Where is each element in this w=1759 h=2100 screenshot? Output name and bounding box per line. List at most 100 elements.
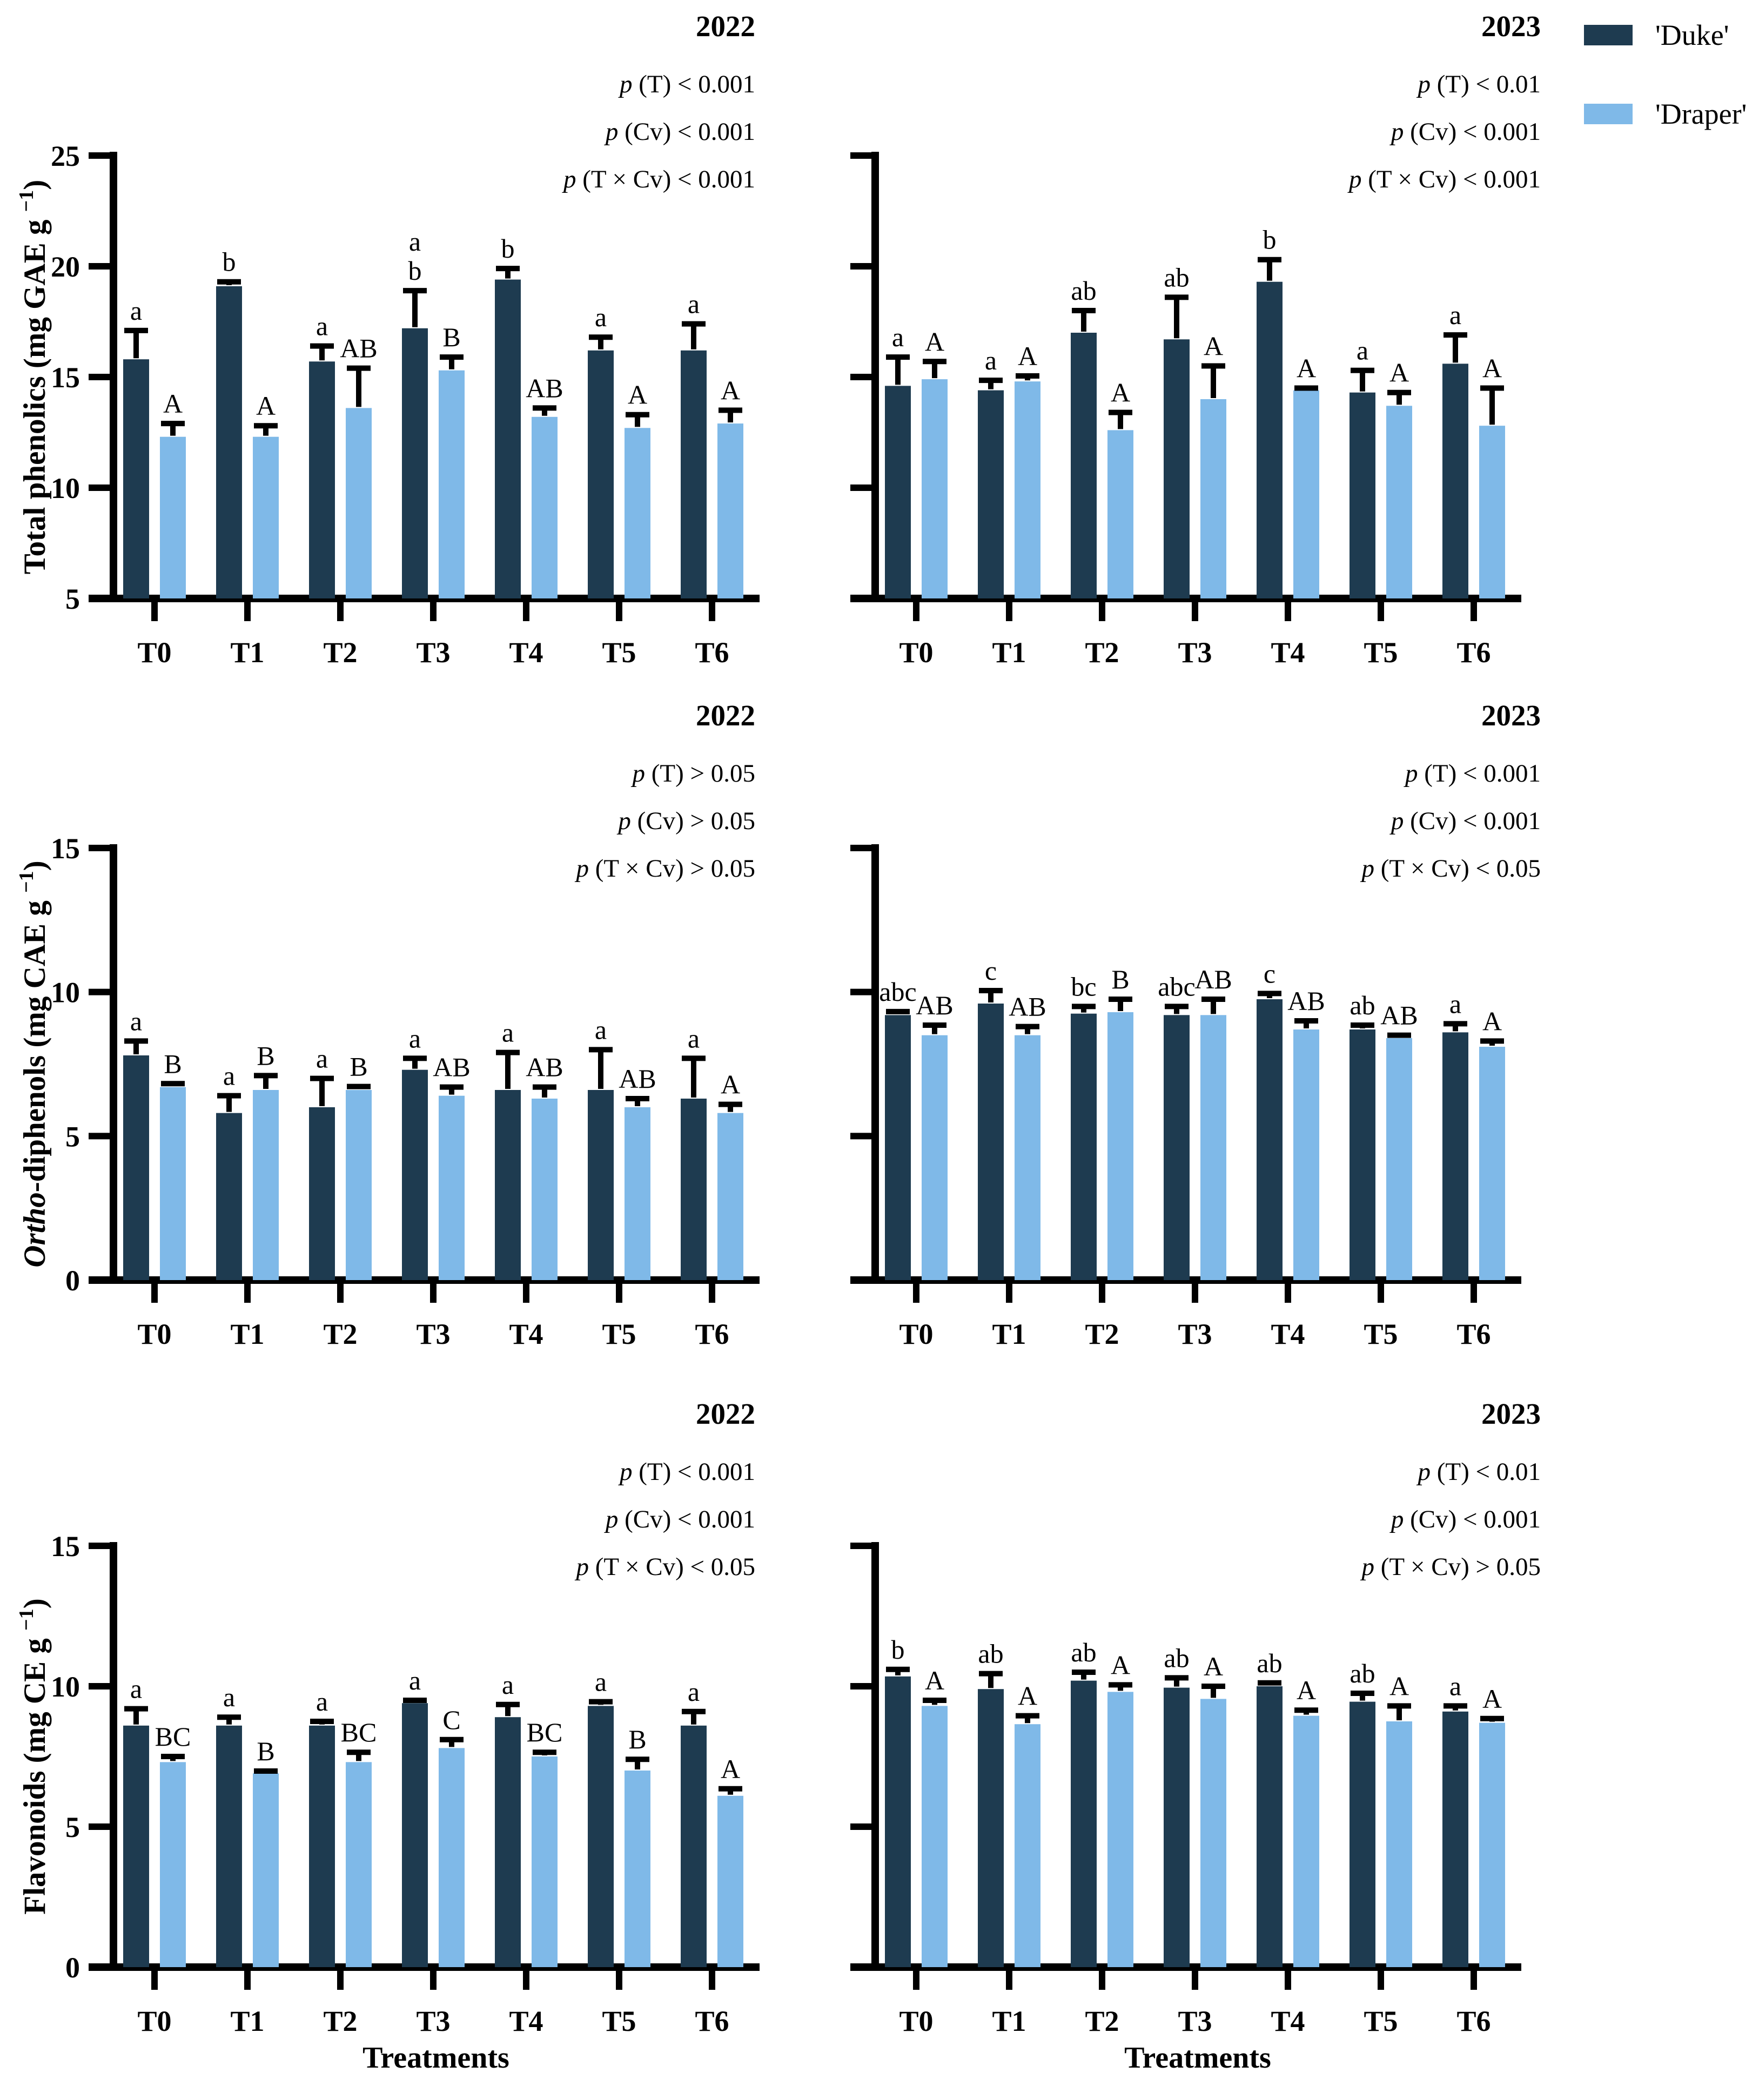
duke-bar-T0 — [885, 386, 911, 598]
duke-sig-letter-T2: a — [316, 1044, 328, 1074]
duke-bar-T1 — [216, 286, 242, 598]
x-tick-label-T6: T6 — [1456, 1318, 1491, 1350]
x-tick-label-T3: T3 — [1178, 636, 1212, 669]
duke-sig-letter-T4: a — [502, 1670, 514, 1700]
p-interaction: p (T × Cv) < 0.05 — [1361, 854, 1541, 883]
draper-bar-T3 — [439, 370, 465, 598]
draper-bar-T2 — [1107, 430, 1133, 598]
x-tick-label-T5: T5 — [602, 2005, 636, 2037]
draper-bar-T2 — [346, 1090, 372, 1280]
duke-bar-T2 — [1071, 333, 1097, 598]
draper-sig-letter-T2: A — [1111, 378, 1130, 408]
duke-sig-letter-T6: a — [688, 1677, 700, 1707]
p-cultivar: p (Cv) < 0.001 — [1391, 118, 1541, 146]
p-interaction: p (T × Cv) < 0.05 — [576, 1553, 755, 1581]
draper-bar-T0 — [922, 379, 948, 598]
duke-bar-T3 — [1164, 1687, 1190, 1967]
x-tick-label-T4: T4 — [509, 636, 543, 669]
draper-sig-letter-T3: A — [1204, 331, 1223, 361]
duke-bar-T6 — [681, 1099, 707, 1280]
draper-bar-T6 — [1479, 1722, 1505, 1967]
y-tick-label-25: 25 — [51, 140, 80, 172]
x-tick-label-T1: T1 — [992, 1318, 1026, 1350]
draper-bar-T5 — [625, 1107, 650, 1280]
p-treatment: p (T) < 0.01 — [1418, 70, 1541, 98]
duke-bar-T0 — [123, 1055, 149, 1280]
x-tick-label-T3: T3 — [416, 1318, 450, 1350]
draper-bar-T1 — [253, 1773, 279, 1967]
draper-sig-letter-T5: AB — [1380, 1000, 1418, 1031]
duke-sig-letter-T4: c — [1264, 958, 1275, 988]
duke-bar-T2 — [1071, 1013, 1097, 1280]
plot-total-phenolics-2022: 5 10 15 20 25 T0 a A T1 b A T2 a AB T3 a b B T4 b AB T5 a A T6 a A — [51, 140, 760, 669]
stats-block-flavonoids-2023: 2023 p (T) < 0.01 p (Cv) < 0.001 p (T × … — [1098, 1396, 1541, 1591]
duke-bar-T1 — [978, 390, 1004, 598]
duke-sig-letter-T0: a — [130, 1674, 142, 1704]
y-tick-label-15: 15 — [51, 832, 80, 865]
x-tick-label-T1: T1 — [992, 636, 1026, 669]
year-label: 2022 — [696, 699, 755, 732]
p-cultivar: p (Cv) < 0.001 — [1391, 1505, 1541, 1533]
p-cultivar: p (Cv) > 0.05 — [618, 807, 755, 835]
duke-sig-letter-T3: a — [409, 1023, 421, 1053]
y-tick-label-0: 0 — [65, 1264, 80, 1297]
x-tick-label-T4: T4 — [1271, 636, 1305, 669]
draper-sig-letter-T4: BC — [527, 1717, 563, 1747]
year-label: 2023 — [1481, 10, 1541, 43]
draper-bar-T4 — [1293, 390, 1319, 598]
draper-bar-T6 — [1479, 1047, 1505, 1280]
duke-sig-letter-T0: a — [130, 295, 142, 326]
x-tick-label-T1: T1 — [230, 1318, 264, 1350]
draper-bar-T6 — [717, 1113, 743, 1280]
y-tick-label-15: 15 — [51, 361, 80, 394]
duke-bar-T2 — [309, 1107, 335, 1280]
x-tick-label-T0: T0 — [137, 1318, 171, 1350]
draper-bar-T3 — [439, 1095, 465, 1280]
duke-sig-letter-T0: a — [130, 1006, 142, 1036]
draper-sig-letter-T2: B — [1111, 964, 1129, 994]
duke-bar-T3 — [402, 1703, 428, 1967]
x-axis-title-left: Treatments — [362, 2041, 509, 2075]
duke-bar-T3 — [1164, 1015, 1190, 1280]
duke-sig-letter-T0: abc — [879, 977, 916, 1007]
duke-bar-T6 — [681, 1725, 707, 1967]
duke-bar-T5 — [588, 1090, 614, 1280]
draper-bar-T2 — [1107, 1012, 1133, 1280]
duke-bar-T0 — [123, 1725, 149, 1967]
duke-sig-letter-T1: ab — [978, 1639, 1003, 1669]
x-tick-label-T0: T0 — [899, 1318, 933, 1350]
duke-color-swatch — [1584, 25, 1633, 45]
draper-bar-T2 — [1107, 1692, 1133, 1967]
x-tick-label-T5: T5 — [1364, 2005, 1398, 2037]
draper-bar-T1 — [1015, 1724, 1040, 1967]
duke-sig-letter-T5: a — [595, 1667, 607, 1697]
y-tick-label-0: 0 — [65, 1951, 80, 1984]
x-tick-label-T3: T3 — [1178, 1318, 1212, 1350]
x-axis-title-right: Treatments — [1124, 2041, 1271, 2075]
draper-sig-letter-T4: A — [1297, 353, 1316, 383]
draper-sig-letter-T5: B — [628, 1724, 646, 1754]
draper-sig-letter-T0: A — [925, 1665, 944, 1695]
draper-bar-T6 — [1479, 426, 1505, 598]
p-treatment: p (T) > 0.05 — [632, 759, 755, 787]
draper-bar-T0 — [922, 1035, 948, 1280]
draper-sig-letter-T0: BC — [155, 1721, 191, 1752]
duke-sig-letter-T5: a — [595, 1014, 607, 1045]
duke-bar-T5 — [1350, 1701, 1375, 1967]
x-tick-label-T2: T2 — [323, 2005, 357, 2037]
p-interaction: p (T × Cv) > 0.05 — [576, 854, 755, 883]
x-tick-label-T2: T2 — [323, 1318, 357, 1350]
draper-sig-letter-T3: A — [1204, 1651, 1223, 1681]
x-tick-label-T6: T6 — [1456, 636, 1491, 669]
y-tick-label-10: 10 — [51, 472, 80, 504]
duke-sig-letter-T1: a — [223, 1682, 235, 1712]
duke-sig-letter-T3: ab — [1164, 1643, 1189, 1673]
draper-sig-letter-T0: AB — [916, 990, 953, 1020]
year-label: 2023 — [1481, 699, 1541, 732]
duke-bar-T5 — [588, 350, 614, 598]
draper-sig-letter-T4: AB — [1287, 986, 1325, 1016]
